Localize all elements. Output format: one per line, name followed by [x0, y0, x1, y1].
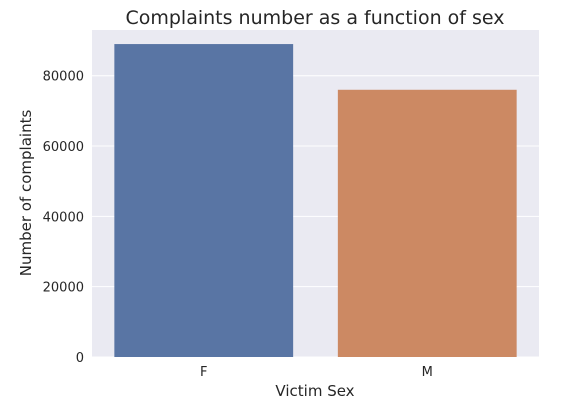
bar-m: [337, 89, 517, 357]
bars: [114, 44, 517, 358]
y-axis-label: Number of complaints: [17, 110, 35, 277]
bar-f: [114, 44, 294, 358]
x-tick-label-m: M: [422, 365, 433, 380]
y-tick-label: 0: [76, 351, 84, 366]
y-tick-label: 20000: [43, 281, 84, 296]
x-axis-label: Victim Sex: [275, 382, 354, 400]
y-tick-label: 40000: [43, 210, 84, 225]
x-tick-label-f: F: [200, 365, 207, 380]
y-tick-label: 60000: [43, 140, 84, 155]
y-tick-label: 80000: [43, 70, 84, 85]
chart-title: Complaints number as a function of sex: [125, 7, 504, 29]
y-axis-ticks: 0 20000 40000 60000 80000: [43, 70, 84, 366]
